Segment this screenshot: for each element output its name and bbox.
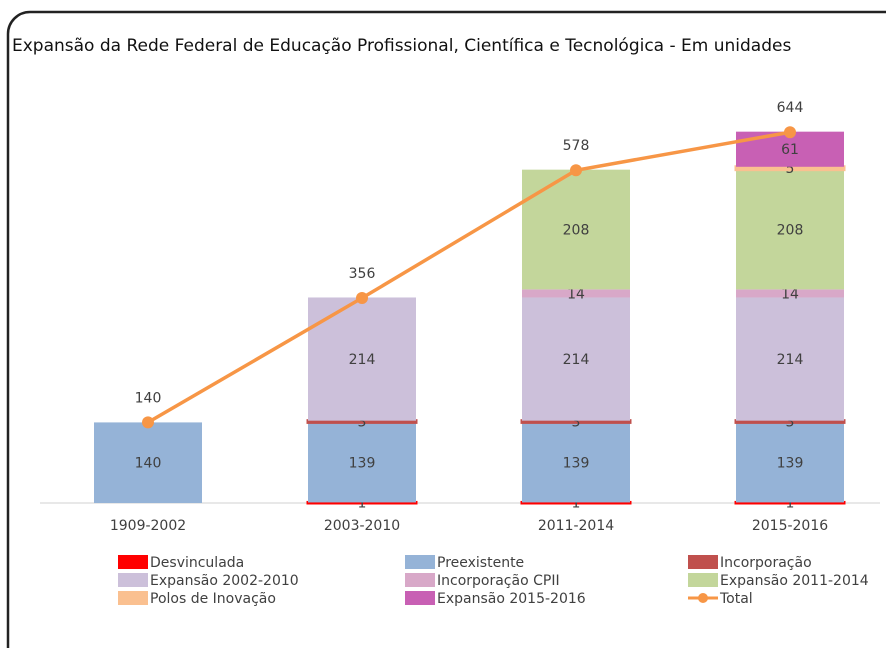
legend-swatch — [688, 573, 718, 587]
data-label: 3 — [786, 415, 795, 431]
total-point — [784, 126, 796, 139]
bar-segment — [522, 297, 630, 421]
legend-swatch — [405, 555, 435, 569]
data-label: 139 — [777, 455, 804, 471]
legend-swatch — [118, 573, 148, 587]
legend-swatch — [118, 555, 148, 569]
bar-segment — [522, 169, 630, 290]
legend-label: Expansão 2015-2016 — [437, 591, 586, 607]
bar-segment — [522, 289, 630, 298]
legend-swatch — [405, 591, 435, 605]
data-label: 3 — [572, 415, 581, 431]
legend-label: Preexistente — [437, 555, 524, 571]
data-label: 1 — [786, 496, 795, 512]
legend-swatch — [688, 555, 718, 569]
bar-segment — [736, 289, 844, 298]
legend-label: Incorporação — [720, 555, 812, 571]
total-label: 578 — [563, 138, 590, 154]
frame — [6, 10, 886, 648]
chart-title: Expansão da Rede Federal de Educação Pro… — [12, 36, 791, 56]
data-label: 1 — [572, 496, 581, 512]
legend-label: Total — [719, 591, 753, 607]
legend-swatch — [405, 573, 435, 587]
legend-label: Desvinculada — [150, 555, 244, 571]
data-label: 214 — [777, 352, 804, 368]
data-label: 61 — [781, 142, 799, 158]
total-label: 140 — [135, 390, 162, 406]
x-tick-label: 2015-2016 — [752, 518, 828, 534]
legend-label: Expansão 2002-2010 — [150, 573, 299, 589]
data-label: 14 — [781, 286, 799, 302]
bar-segment — [736, 169, 844, 290]
data-label: 208 — [563, 223, 590, 239]
data-label: 5 — [786, 161, 795, 177]
legend-label: Incorporação CPII — [437, 573, 560, 589]
bar-segment — [308, 422, 416, 503]
bar-segment — [94, 422, 202, 503]
legend-label: Expansão 2011-2014 — [720, 573, 869, 589]
data-label: 14 — [567, 286, 585, 302]
total-label: 356 — [349, 266, 376, 282]
data-label: 214 — [349, 352, 376, 368]
total-point — [142, 416, 154, 429]
data-label: 140 — [135, 456, 162, 472]
data-label: 3 — [358, 415, 367, 431]
data-label: 139 — [349, 455, 376, 471]
total-point — [356, 292, 368, 305]
data-label: 208 — [777, 223, 804, 239]
bar-segment — [736, 297, 844, 421]
data-label: 1 — [358, 496, 367, 512]
data-label: 214 — [563, 352, 590, 368]
total-line — [147, 130, 791, 424]
legend-label: Polos de Inovação — [150, 591, 276, 607]
bar-segment — [736, 422, 844, 503]
bar-segment — [522, 422, 630, 503]
total-point — [570, 164, 582, 177]
legend-swatch — [118, 591, 148, 605]
legend-dot — [698, 593, 708, 603]
data-label: 139 — [563, 455, 590, 471]
total-label: 644 — [777, 100, 804, 116]
x-tick-label: 2011-2014 — [538, 518, 614, 534]
x-tick-label: 1909-2002 — [110, 518, 186, 534]
x-tick-label: 2003-2010 — [324, 518, 400, 534]
